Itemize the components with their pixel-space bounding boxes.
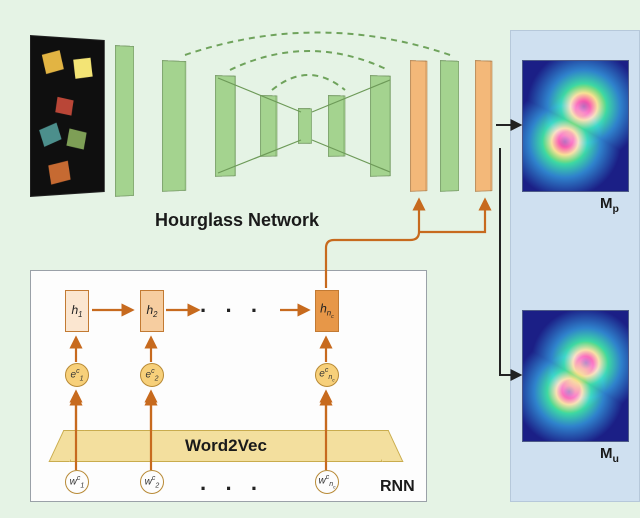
- ellipsis: · · ·: [200, 476, 264, 502]
- word-node: wc1: [65, 470, 89, 494]
- heatmap-mu: [522, 310, 629, 442]
- input-patch: [48, 161, 70, 185]
- input-patch: [39, 123, 61, 147]
- input-patch: [55, 97, 73, 116]
- label-word2vec: Word2Vec: [71, 436, 381, 456]
- diagram-stage: Mp Mu RNN Word2Vec h1 h2 hnc ec1 ec2 ecnc wc1 w…: [0, 0, 640, 518]
- embedding-node: ec2: [140, 363, 164, 387]
- rnn-hidden-cell: h1: [65, 290, 89, 332]
- hourglass-layer: [440, 60, 457, 190]
- word2vec-block: Word2Vec: [70, 430, 382, 462]
- embedding-node: ec1: [65, 363, 89, 387]
- rnn-hidden-cell: h2: [140, 290, 164, 332]
- ellipsis: · · ·: [200, 298, 264, 324]
- word-node: wcnc: [315, 470, 339, 494]
- hourglass-layer: [410, 60, 426, 190]
- embedding-node: ecnc: [315, 363, 339, 387]
- input-image: [30, 35, 105, 197]
- rnn-hidden-cell: hnc: [315, 290, 339, 332]
- hourglass-layer: [215, 75, 234, 175]
- hourglass-layer: [162, 60, 185, 190]
- label-mu: Mu: [600, 445, 619, 465]
- input-patch: [42, 50, 64, 74]
- hourglass-layer: [370, 75, 389, 175]
- hourglass-layer: [475, 60, 491, 190]
- hourglass-layer: [328, 95, 344, 155]
- hourglass-layer: [298, 108, 310, 142]
- heatmap-mp: [522, 60, 629, 192]
- input-patch: [73, 58, 92, 79]
- label-rnn: RNN: [380, 478, 415, 496]
- label-hourglass: Hourglass Network: [155, 210, 319, 231]
- hourglass-layer: [115, 45, 132, 195]
- input-patch: [66, 128, 86, 149]
- label-mp: Mp: [600, 195, 619, 215]
- word-node: wc2: [140, 470, 164, 494]
- hourglass-layer: [260, 95, 276, 155]
